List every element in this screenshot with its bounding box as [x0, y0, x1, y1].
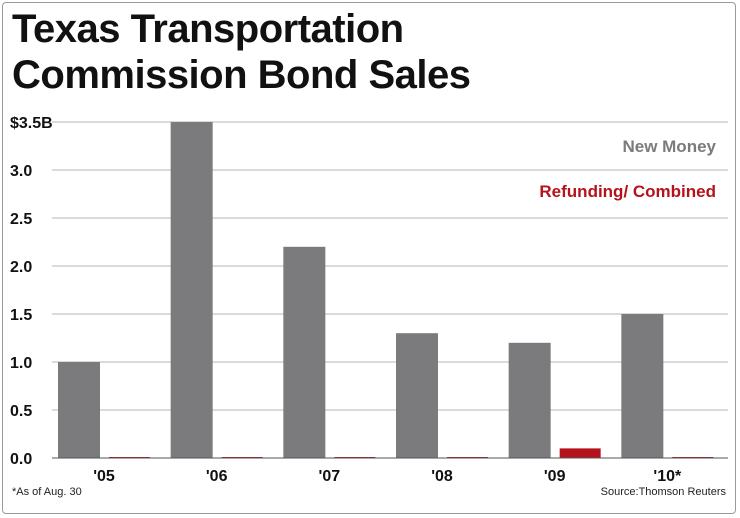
y-tick-label: 2.0 [10, 259, 32, 276]
bar-new-money [508, 342, 551, 458]
y-tick-label: 1.0 [10, 355, 32, 372]
y-tick-label: 0.5 [10, 403, 32, 420]
bar-new-money [396, 333, 438, 458]
x-tick-label: '07 [319, 468, 341, 485]
chart-title-line-2: Commission Bond Sales [12, 53, 471, 97]
chart-title-line-1: Texas Transportation [12, 7, 404, 51]
x-tick-label: '08 [431, 468, 453, 485]
footnote: *As of Aug. 30 [12, 486, 82, 498]
legend-refunding-combined: Refunding/ Combined [539, 182, 716, 201]
bar-new-money [170, 122, 213, 458]
x-tick-label: '05 [93, 468, 115, 485]
x-tick-label: '10* [653, 468, 682, 485]
x-tick-label: '09 [544, 468, 566, 485]
y-tick-label: 3.0 [10, 163, 32, 180]
legend-new-money: New Money [622, 137, 716, 156]
chart-title: Texas Transportation Commission Bond Sal… [12, 6, 471, 98]
y-tick-label: 2.5 [10, 211, 32, 228]
bar-refunding [559, 448, 601, 458]
source-credit: Source:Thomson Reuters [600, 486, 726, 498]
x-tick-label: '06 [206, 468, 228, 485]
bar-new-money [58, 362, 100, 458]
y-tick-label: 0.0 [10, 451, 32, 468]
bar-new-money [283, 246, 326, 458]
y-tick-label: 1.5 [10, 307, 32, 324]
bar-new-money [621, 314, 664, 458]
y-tick-label: $3.5B [10, 115, 53, 132]
